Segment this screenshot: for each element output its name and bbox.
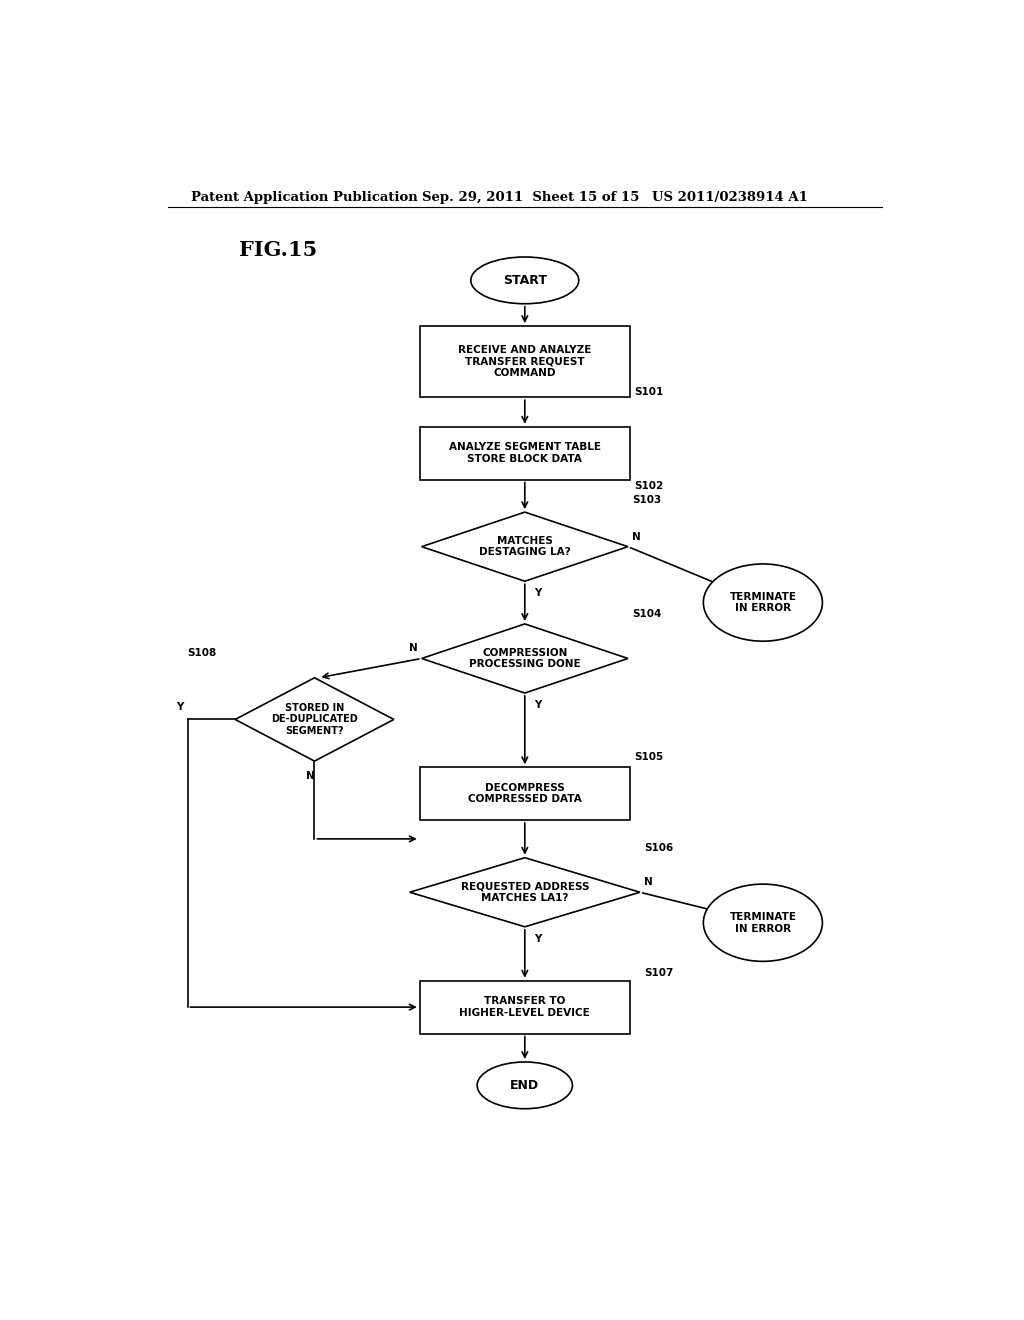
Text: S103: S103 — [632, 495, 662, 506]
FancyBboxPatch shape — [420, 767, 630, 820]
Polygon shape — [236, 677, 394, 762]
Polygon shape — [422, 624, 628, 693]
Text: Sep. 29, 2011  Sheet 15 of 15: Sep. 29, 2011 Sheet 15 of 15 — [422, 191, 639, 203]
Ellipse shape — [471, 257, 579, 304]
Text: Y: Y — [535, 589, 542, 598]
Text: US 2011/0238914 A1: US 2011/0238914 A1 — [652, 191, 808, 203]
Ellipse shape — [703, 884, 822, 961]
Text: S104: S104 — [632, 609, 662, 619]
Text: START: START — [503, 273, 547, 286]
Text: S102: S102 — [634, 480, 664, 491]
FancyBboxPatch shape — [420, 981, 630, 1034]
Text: FIG.15: FIG.15 — [240, 240, 317, 260]
FancyBboxPatch shape — [420, 426, 630, 479]
Text: S107: S107 — [644, 968, 673, 978]
Text: Patent Application Publication: Patent Application Publication — [191, 191, 418, 203]
Text: RECEIVE AND ANALYZE
TRANSFER REQUEST
COMMAND: RECEIVE AND ANALYZE TRANSFER REQUEST COM… — [458, 345, 592, 379]
Text: STORED IN
DE-DUPLICATED
SEGMENT?: STORED IN DE-DUPLICATED SEGMENT? — [271, 702, 357, 737]
Text: N: N — [409, 643, 418, 653]
Text: END: END — [510, 1078, 540, 1092]
Text: REQUESTED ADDRESS
MATCHES LA1?: REQUESTED ADDRESS MATCHES LA1? — [461, 882, 589, 903]
Text: N: N — [632, 532, 641, 541]
Text: Y: Y — [535, 700, 542, 710]
Text: Y: Y — [535, 935, 542, 944]
Text: TERMINATE
IN ERROR: TERMINATE IN ERROR — [729, 912, 797, 933]
Text: N: N — [644, 876, 652, 887]
Polygon shape — [410, 858, 640, 927]
Text: DECOMPRESS
COMPRESSED DATA: DECOMPRESS COMPRESSED DATA — [468, 783, 582, 804]
Text: S106: S106 — [644, 842, 673, 853]
Text: TRANSFER TO
HIGHER-LEVEL DEVICE: TRANSFER TO HIGHER-LEVEL DEVICE — [460, 997, 590, 1018]
Ellipse shape — [703, 564, 822, 642]
Ellipse shape — [477, 1063, 572, 1109]
Text: S108: S108 — [187, 648, 217, 659]
Text: COMPRESSION
PROCESSING DONE: COMPRESSION PROCESSING DONE — [469, 648, 581, 669]
Text: S105: S105 — [634, 752, 664, 762]
Text: MATCHES
DESTAGING LA?: MATCHES DESTAGING LA? — [479, 536, 570, 557]
Text: Y: Y — [176, 702, 183, 713]
FancyBboxPatch shape — [420, 326, 630, 397]
Text: S101: S101 — [634, 387, 664, 397]
Text: N: N — [306, 771, 315, 781]
Text: TERMINATE
IN ERROR: TERMINATE IN ERROR — [729, 591, 797, 614]
Text: ANALYZE SEGMENT TABLE
STORE BLOCK DATA: ANALYZE SEGMENT TABLE STORE BLOCK DATA — [449, 442, 601, 463]
Polygon shape — [422, 512, 628, 581]
